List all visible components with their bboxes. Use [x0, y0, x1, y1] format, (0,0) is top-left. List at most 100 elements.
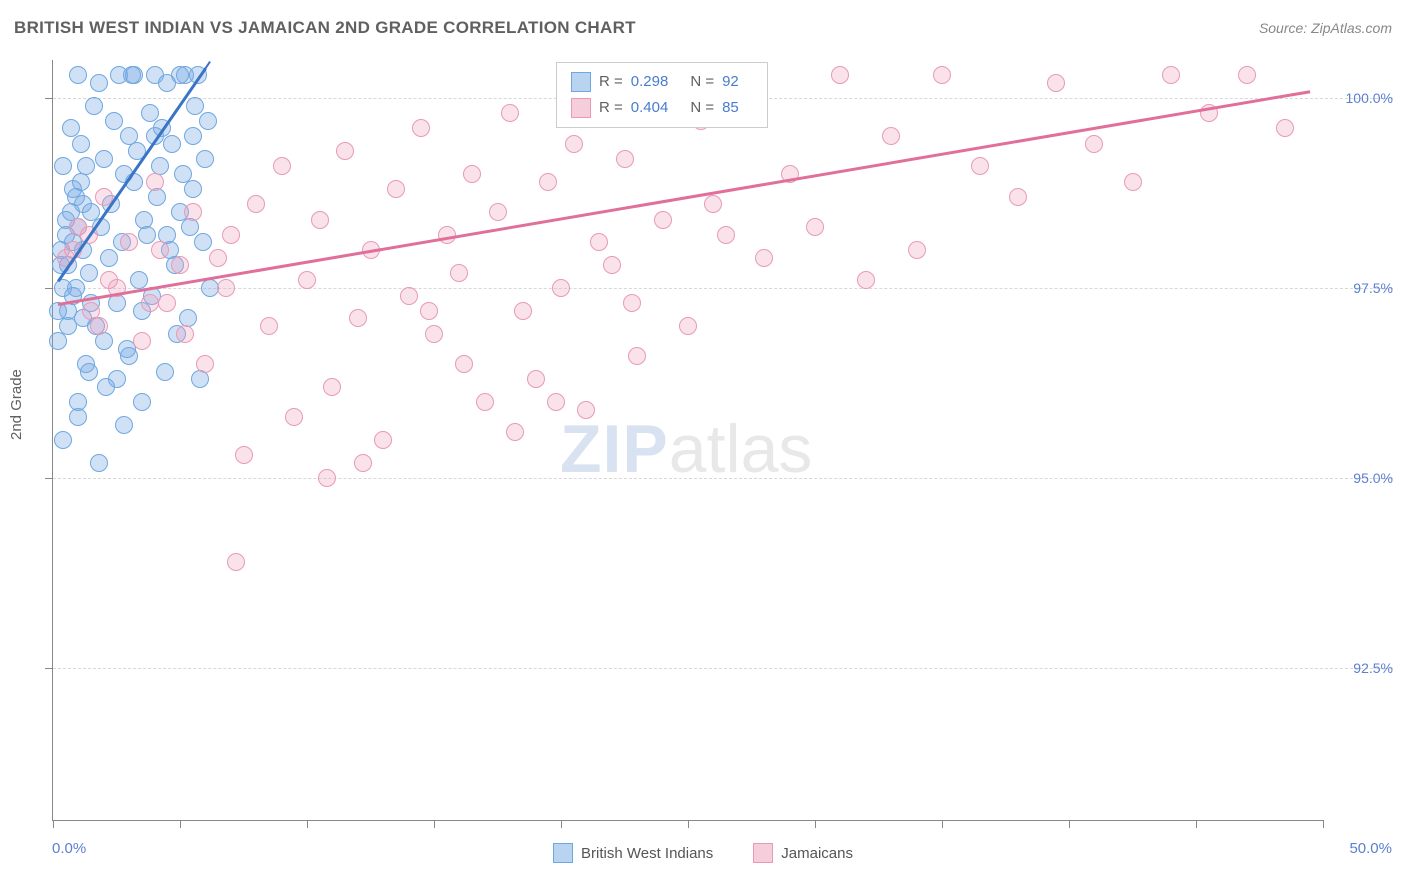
scatter-point	[1124, 173, 1142, 191]
scatter-point	[577, 401, 595, 419]
scatter-point	[222, 226, 240, 244]
scatter-point	[90, 454, 108, 472]
scatter-point	[74, 195, 92, 213]
legend-label-2: Jamaicans	[781, 845, 853, 862]
scatter-point	[1085, 135, 1103, 153]
x-tick	[1196, 820, 1197, 828]
scatter-point	[54, 279, 72, 297]
scatter-point	[547, 393, 565, 411]
gridline	[53, 668, 1393, 669]
scatter-point	[354, 454, 372, 472]
header: BRITISH WEST INDIAN VS JAMAICAN 2ND GRAD…	[14, 18, 1392, 38]
swatch-series2	[571, 98, 591, 118]
scatter-point	[176, 325, 194, 343]
scatter-point	[95, 150, 113, 168]
scatter-point	[209, 249, 227, 267]
scatter-point	[227, 553, 245, 571]
scatter-point	[80, 264, 98, 282]
legend-item-2: Jamaicans	[753, 843, 853, 863]
scatter-point	[501, 104, 519, 122]
scatter-point	[489, 203, 507, 221]
scatter-point	[857, 271, 875, 289]
scatter-point	[100, 249, 118, 267]
r-value-1: 0.298	[631, 69, 669, 95]
scatter-point	[186, 97, 204, 115]
scatter-point	[72, 135, 90, 153]
x-tick	[815, 820, 816, 828]
plot-area: 92.5%95.0%97.5%100.0%	[52, 60, 1323, 821]
stats-legend: R = 0.298 N = 92 R = 0.404 N = 85	[556, 62, 768, 128]
scatter-point	[133, 332, 151, 350]
scatter-point	[654, 211, 672, 229]
scatter-point	[196, 150, 214, 168]
scatter-point	[336, 142, 354, 160]
x-tick	[1323, 820, 1324, 828]
gridline	[53, 288, 1393, 289]
scatter-point	[450, 264, 468, 282]
scatter-point	[184, 180, 202, 198]
scatter-point	[374, 431, 392, 449]
scatter-point	[90, 74, 108, 92]
y-tick-label: 92.5%	[1333, 660, 1393, 676]
scatter-point	[349, 309, 367, 327]
scatter-point	[171, 256, 189, 274]
scatter-point	[1009, 188, 1027, 206]
scatter-point	[628, 347, 646, 365]
x-tick	[942, 820, 943, 828]
scatter-point	[514, 302, 532, 320]
scatter-point	[616, 150, 634, 168]
scatter-point	[623, 294, 641, 312]
scatter-point	[146, 173, 164, 191]
x-tick	[307, 820, 308, 828]
scatter-point	[539, 173, 557, 191]
x-tick	[688, 820, 689, 828]
scatter-point	[455, 355, 473, 373]
scatter-point	[412, 119, 430, 137]
r-value-2: 0.404	[631, 95, 669, 121]
scatter-point	[311, 211, 329, 229]
scatter-point	[908, 241, 926, 259]
scatter-point	[1238, 66, 1256, 84]
r-label-1: R =	[599, 69, 623, 95]
scatter-point	[831, 66, 849, 84]
scatter-point	[476, 393, 494, 411]
scatter-point	[130, 271, 148, 289]
scatter-point	[54, 431, 72, 449]
scatter-point	[158, 294, 176, 312]
trend-extrapolation	[205, 60, 212, 69]
x-tick	[1069, 820, 1070, 828]
scatter-point	[387, 180, 405, 198]
scatter-point	[463, 165, 481, 183]
scatter-point	[133, 393, 151, 411]
scatter-point	[971, 157, 989, 175]
y-tick	[45, 668, 53, 669]
swatch-series1	[571, 72, 591, 92]
n-value-2: 85	[722, 95, 739, 121]
scatter-point	[77, 157, 95, 175]
scatter-point	[199, 112, 217, 130]
scatter-point	[1047, 74, 1065, 92]
scatter-point	[1162, 66, 1180, 84]
scatter-point	[69, 393, 87, 411]
scatter-point	[506, 423, 524, 441]
scatter-point	[565, 135, 583, 153]
scatter-point	[125, 66, 143, 84]
n-value-1: 92	[722, 69, 739, 95]
scatter-point	[806, 218, 824, 236]
scatter-point	[120, 347, 138, 365]
scatter-point	[194, 233, 212, 251]
y-tick-label: 97.5%	[1333, 280, 1393, 296]
y-axis-title: 2nd Grade	[8, 369, 25, 440]
n-label-1: N =	[690, 69, 714, 95]
scatter-point	[171, 66, 189, 84]
scatter-point	[120, 233, 138, 251]
scatter-point	[85, 97, 103, 115]
bottom-legend: British West Indians Jamaicans	[0, 843, 1406, 863]
scatter-point	[69, 66, 87, 84]
y-tick-label: 95.0%	[1333, 470, 1393, 486]
scatter-point	[933, 66, 951, 84]
y-tick	[45, 478, 53, 479]
stats-row-1: R = 0.298 N = 92	[571, 69, 753, 95]
scatter-point	[156, 363, 174, 381]
scatter-point	[115, 416, 133, 434]
